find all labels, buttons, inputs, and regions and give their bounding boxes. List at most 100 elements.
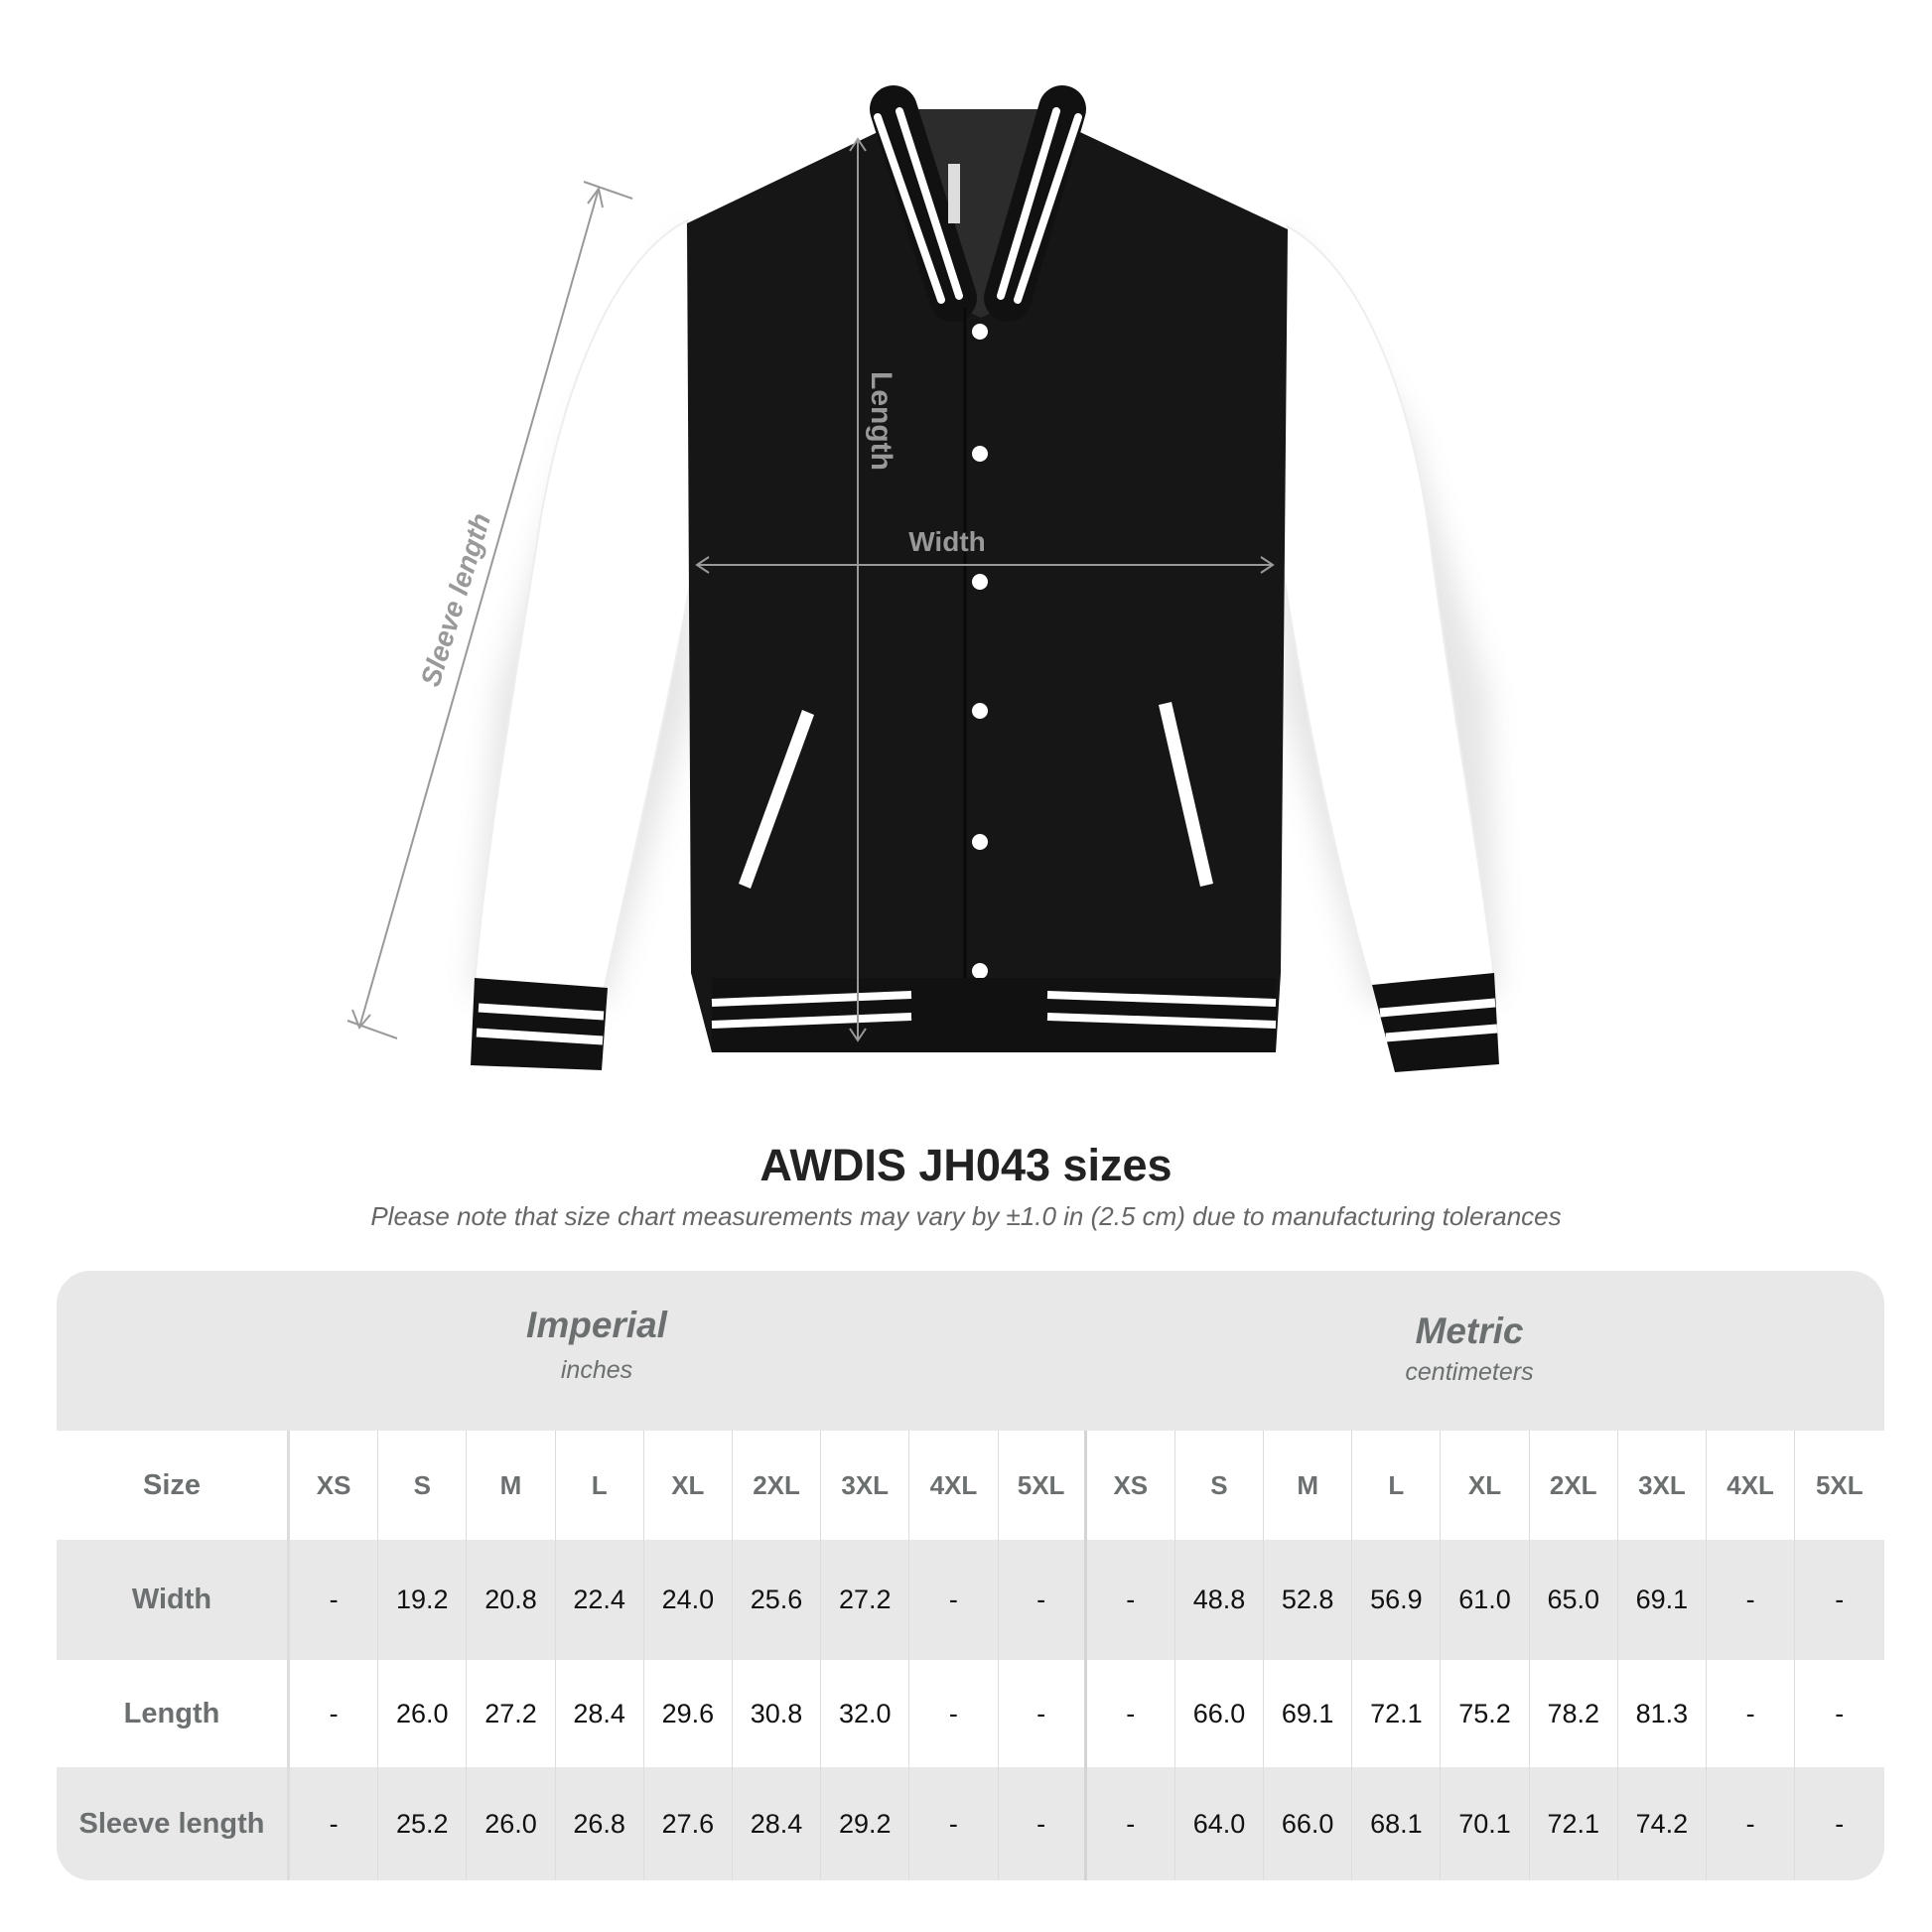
row-label: Width: [57, 1540, 290, 1660]
metric-cell: -: [1835, 1808, 1845, 1839]
metric-title: Metric: [1415, 1311, 1524, 1351]
metric-cell: 68.1: [1352, 1767, 1442, 1880]
size-header-imperial: M: [467, 1431, 556, 1540]
unit-header: Imperial inches Metric centimeters: [57, 1271, 1884, 1431]
size-header-metric: L: [1352, 1431, 1442, 1540]
imperial-cell: 27.2: [467, 1660, 556, 1767]
left-pocket: [739, 710, 814, 889]
imperial-cell: 27.6: [644, 1767, 733, 1880]
imperial-cell: 32.0: [821, 1660, 910, 1767]
measurement-lines: [346, 137, 1275, 1042]
size-header-imperial: L: [556, 1431, 644, 1540]
right-sleeve: [1279, 224, 1496, 990]
imperial-title: Imperial: [526, 1305, 667, 1345]
imperial-cell: 30.8: [733, 1660, 822, 1767]
metric-cell: -: [1707, 1660, 1796, 1767]
imperial-cell: 22.4: [556, 1540, 644, 1660]
page-title: AWDIS JH043 sizes: [759, 1140, 1173, 1190]
metric-cell: 66.0: [1264, 1767, 1353, 1880]
imperial-header: Imperial inches: [348, 1305, 845, 1385]
right-cuff: [1372, 973, 1499, 1072]
imperial-cell: -: [290, 1540, 379, 1660]
imperial-cell: 25.2: [378, 1767, 468, 1880]
size-header-metric: 4XL: [1707, 1431, 1796, 1540]
size-header-metric: 3XL: [1618, 1431, 1707, 1540]
metric-cell: -: [1707, 1540, 1796, 1660]
imperial-cell: 29.6: [644, 1660, 733, 1767]
metric-cell: -: [1087, 1660, 1175, 1767]
left-sleeve: [473, 218, 697, 993]
imperial-cell: 29.2: [821, 1767, 910, 1880]
table-row: Width -19.2 20.8 22.4 24.0 25.6 27.2- - -48.8 52.…: [57, 1540, 1884, 1660]
tolerance-note: Please note that size chart measurements…: [370, 1201, 1562, 1231]
imperial-cell: -: [909, 1767, 999, 1880]
imperial-unit: inches: [560, 1356, 633, 1384]
row-label: Sleeve length: [57, 1767, 290, 1880]
imperial-cell: 28.4: [733, 1767, 822, 1880]
metric-cell: 64.0: [1175, 1767, 1265, 1880]
size-header-metric: 2XL: [1530, 1431, 1618, 1540]
metric-cell: -: [1835, 1698, 1845, 1728]
metric-unit: centimeters: [1405, 1358, 1534, 1386]
imperial-cell: -: [909, 1540, 999, 1660]
metric-cell: -: [1707, 1767, 1796, 1880]
metric-cell: -: [1087, 1767, 1175, 1880]
metric-cell: 69.1: [1264, 1660, 1353, 1767]
left-cuff: [471, 978, 608, 1070]
table-row: Sleeve length -25.2 26.0 26.8 27.6 28.4 29.2- -…: [57, 1767, 1884, 1880]
row-label: Length: [57, 1660, 290, 1767]
sleeve-length-line: [358, 188, 600, 1029]
size-header-metric: S: [1175, 1431, 1265, 1540]
collar: [870, 85, 1086, 322]
imperial-cell: 26.0: [378, 1660, 468, 1767]
size-header-metric: 5XL: [1815, 1469, 1863, 1500]
metric-cell: 66.0: [1175, 1660, 1265, 1767]
metric-cell: 74.2: [1618, 1767, 1707, 1880]
metric-cell: 81.3: [1618, 1660, 1707, 1767]
size-header-metric: M: [1264, 1431, 1353, 1540]
metric-cell: 78.2: [1530, 1660, 1618, 1767]
size-header-metric: XS: [1087, 1431, 1175, 1540]
width-label: Width: [908, 526, 986, 557]
imperial-cell: 19.2: [378, 1540, 468, 1660]
metric-header: Metric centimeters: [1221, 1311, 1718, 1387]
imperial-cell: -: [290, 1660, 379, 1767]
metric-cell: 69.1: [1618, 1540, 1707, 1660]
imperial-cell: 26.8: [556, 1767, 644, 1880]
right-pocket: [1159, 702, 1213, 887]
size-header-metric: XL: [1441, 1431, 1530, 1540]
size-header-imperial: 3XL: [821, 1431, 910, 1540]
hem-rib: [711, 978, 1277, 1052]
length-label: Length: [865, 371, 897, 471]
neck-label: [948, 164, 960, 223]
metric-cell: 52.8: [1264, 1540, 1353, 1660]
metric-cell: 65.0: [1530, 1540, 1618, 1660]
metric-cell: 56.9: [1352, 1540, 1442, 1660]
metric-cell: 72.1: [1352, 1660, 1442, 1767]
imperial-cell: 26.0: [467, 1767, 556, 1880]
metric-cell: 48.8: [1175, 1540, 1265, 1660]
imperial-cell: 25.6: [733, 1540, 822, 1660]
imperial-cell: -: [909, 1660, 999, 1767]
metric-cell: 61.0: [1441, 1540, 1530, 1660]
metric-cell: 70.1: [1441, 1767, 1530, 1880]
jacket-body: [687, 119, 1288, 1052]
imperial-cell: -: [999, 1660, 1087, 1767]
size-header-imperial: XS: [290, 1431, 379, 1540]
size-table: Imperial inches Metric centimeters Size X…: [57, 1271, 1884, 1880]
imperial-cell: -: [290, 1767, 379, 1880]
sleeve-length-label: Sleeve length: [415, 509, 496, 690]
metric-cell: 72.1: [1530, 1767, 1618, 1880]
metric-cell: 75.2: [1441, 1660, 1530, 1767]
row-label: Size: [57, 1431, 290, 1540]
imperial-cell: -: [999, 1767, 1087, 1880]
size-header-imperial: 4XL: [909, 1431, 999, 1540]
metric-cell: -: [1087, 1540, 1175, 1660]
size-header-imperial: S: [378, 1431, 468, 1540]
imperial-cell: 24.0: [644, 1540, 733, 1660]
size-header-imperial: 2XL: [733, 1431, 822, 1540]
jacket-diagram: Sleeve length Length Width: [346, 85, 1499, 1072]
imperial-cell: 20.8: [467, 1540, 556, 1660]
size-header-row: Size XS S M L XL 2XL 3XL 4XL 5XL XS S M L XL 2XL 3XL 4XL 5…: [57, 1431, 1884, 1540]
table-row: Length -26.0 27.2 28.4 29.6 30.8 32.0- - -66.0 69…: [57, 1660, 1884, 1767]
